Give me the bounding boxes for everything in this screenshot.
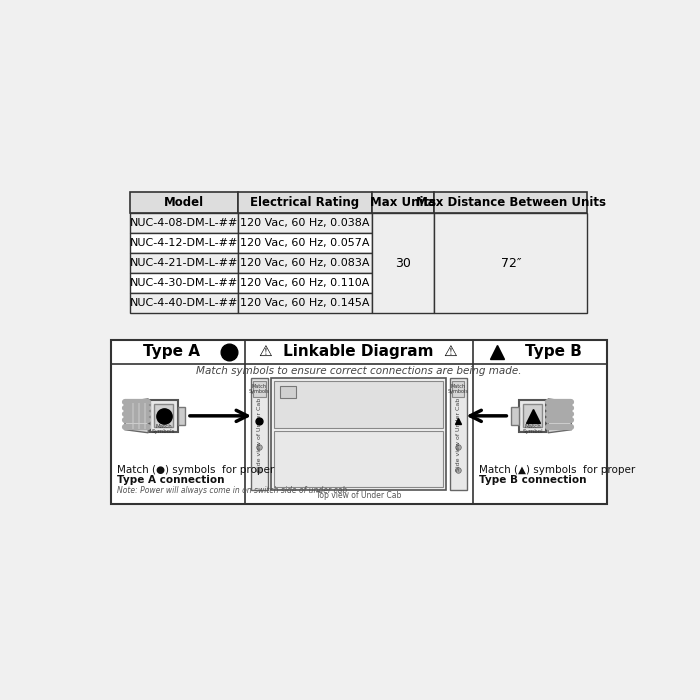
Text: Type B connection: Type B connection [479, 475, 587, 484]
Text: Match (▲) symbols  for proper: Match (▲) symbols for proper [479, 465, 636, 475]
Text: Model: Model [164, 196, 204, 209]
Bar [237, 192, 372, 214]
Text: Side view of Under Cab: Side view of Under Cab [257, 398, 262, 470]
Bar [523, 405, 542, 428]
Text: Match
Symbols: Match Symbols [448, 384, 468, 394]
Bar [155, 405, 173, 428]
Text: 120 Vac, 60 Hz, 0.145A: 120 Vac, 60 Hz, 0.145A [240, 298, 370, 309]
Text: 120 Vac, 60 Hz, 0.110A: 120 Vac, 60 Hz, 0.110A [240, 279, 370, 288]
Bar [130, 253, 237, 274]
Text: Match symbols to ensure correct connections are being made.: Match symbols to ensure correct connecti… [196, 366, 522, 376]
Bar [130, 293, 237, 314]
Text: 30: 30 [395, 257, 412, 270]
Bar [372, 192, 434, 214]
Bar [253, 382, 265, 397]
Text: NUC-4-08-DM-L-##: NUC-4-08-DM-L-## [130, 218, 238, 228]
Text: NUC-4-12-DM-L-##: NUC-4-12-DM-L-## [130, 239, 238, 248]
Text: Match
Symbols: Match Symbols [152, 424, 176, 434]
Bar [434, 192, 587, 214]
Bar [449, 378, 467, 490]
Bar [251, 378, 268, 490]
Bar [150, 400, 178, 432]
Bar [372, 214, 434, 314]
Text: Type A connection: Type A connection [117, 475, 225, 484]
Bar [130, 214, 237, 233]
Text: Match
Symbol: Match Symbol [522, 424, 543, 434]
Bar [178, 407, 186, 425]
Text: Max Distance Between Units: Max Distance Between Units [416, 196, 606, 209]
Bar [280, 386, 296, 398]
Text: 120 Vac, 60 Hz, 0.057A: 120 Vac, 60 Hz, 0.057A [240, 239, 370, 248]
Bar [237, 214, 372, 233]
Bar [237, 293, 372, 314]
Bar [237, 274, 372, 293]
Text: Side view of Under Cab: Side view of Under Cab [456, 398, 461, 470]
Bar [519, 400, 547, 432]
Text: Match
Symbols: Match Symbols [249, 384, 270, 394]
Text: ⚠  Linkable Diagram  ⚠: ⚠ Linkable Diagram ⚠ [260, 344, 458, 360]
Text: 120 Vac, 60 Hz, 0.083A: 120 Vac, 60 Hz, 0.083A [240, 258, 370, 268]
Text: Match (●) symbols  for proper: Match (●) symbols for proper [117, 465, 274, 475]
Text: NUC-4-21-DM-L-##: NUC-4-21-DM-L-## [130, 258, 238, 268]
Text: 120 Vac, 60 Hz, 0.038A: 120 Vac, 60 Hz, 0.038A [240, 218, 370, 228]
Bar [237, 233, 372, 253]
Text: 72″: 72″ [500, 257, 521, 270]
Text: Note: Power will always come in on switch side of under cab.: Note: Power will always come in on switc… [117, 486, 349, 495]
Bar [130, 233, 237, 253]
Bar [130, 192, 237, 214]
Bar [434, 214, 587, 314]
Text: Type A: Type A [143, 344, 199, 360]
Bar [274, 382, 443, 428]
Bar [274, 431, 443, 486]
Polygon shape [548, 399, 571, 433]
Text: Type B: Type B [525, 344, 582, 360]
Bar [271, 378, 447, 490]
Bar [111, 340, 607, 504]
Bar [130, 274, 237, 293]
Bar [511, 407, 519, 425]
Polygon shape [125, 399, 148, 433]
Text: Top view of Under Cab: Top view of Under Cab [316, 491, 401, 500]
Bar [237, 253, 372, 274]
Text: Max Units: Max Units [370, 196, 436, 209]
Text: Electrical Rating: Electrical Rating [251, 196, 360, 209]
Bar [452, 382, 464, 397]
Text: NUC-4-30-DM-L-##: NUC-4-30-DM-L-## [130, 279, 238, 288]
Text: NUC-4-40-DM-L-##: NUC-4-40-DM-L-## [130, 298, 238, 309]
